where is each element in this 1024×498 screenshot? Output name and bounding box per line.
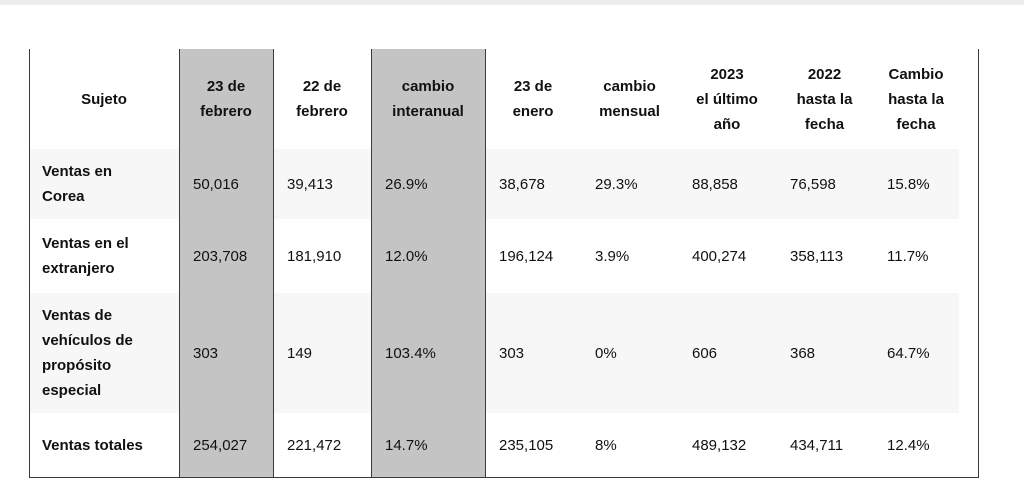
table-cell: 38,678 <box>485 149 581 219</box>
table-border-right <box>978 49 979 477</box>
table-cell: 254,027 <box>179 413 273 477</box>
table-cell: 489,132 <box>692 436 747 454</box>
row-label: Ventas de vehículos de propósito especia… <box>29 293 179 413</box>
table-row-total-sales: Ventas totales 254,027 221,472 14.7% 235… <box>29 413 959 477</box>
sales-table: Sujeto 23 de febrero 22 de febrero cambi… <box>29 49 959 477</box>
table-cell: 196,124 <box>499 247 554 265</box>
table-cell: 15.8% <box>873 149 959 219</box>
table-cell: 26.9% <box>371 149 485 219</box>
table-cell: 11.7% <box>887 247 929 265</box>
table-cell: 235,105 <box>499 436 554 454</box>
table-cell: 12.0% <box>371 219 485 293</box>
row-label: Ventas totales <box>42 436 143 454</box>
table-cell: 368 <box>776 293 873 413</box>
table-cell: 434,711 <box>790 436 844 454</box>
table-cell: 88,858 <box>678 149 776 219</box>
top-strip <box>0 0 1024 5</box>
header-subject: Sujeto <box>29 49 179 149</box>
column-divider <box>371 49 372 477</box>
table-row-overseas-sales: Ventas en el extranjero 203,708 181,910 … <box>29 219 959 293</box>
table-cell: 3.9% <box>595 247 630 265</box>
table-cell: 606 <box>678 293 776 413</box>
table-cell: 358,113 <box>790 247 844 265</box>
table-cell: 303 <box>485 293 581 413</box>
header-monthly-change: cambio mensual <box>581 49 678 149</box>
table-cell: 64.7% <box>873 293 959 413</box>
table-cell: 76,598 <box>776 149 873 219</box>
header-2022-ytd: 2022 hasta la fecha <box>776 49 873 149</box>
table-cell: 181,910 <box>287 247 342 265</box>
table-cell: 103.4% <box>371 293 485 413</box>
table-cell: 8% <box>595 436 617 454</box>
table-cell: 400,274 <box>692 247 747 265</box>
row-label: Ventas en el extranjero <box>42 235 129 277</box>
table-row-special-vehicle-sales: Ventas de vehículos de propósito especia… <box>29 293 959 413</box>
header-row: Sujeto 23 de febrero 22 de febrero cambi… <box>29 49 959 149</box>
header-2023-ytd: 2023 el último año <box>678 49 776 149</box>
table-border-bottom <box>29 477 979 478</box>
column-divider <box>179 49 180 477</box>
table-cell: 0% <box>581 293 678 413</box>
column-divider <box>273 49 274 477</box>
header-feb-22: 22 de febrero <box>273 49 371 149</box>
table-cell: 203,708 <box>179 219 273 293</box>
table-row-domestic-sales: Ventas en Corea 50,016 39,413 26.9% 38,6… <box>29 149 959 219</box>
header-jan-23: 23 de enero <box>485 49 581 149</box>
column-divider <box>485 49 486 477</box>
table-cell: 303 <box>179 293 273 413</box>
table-cell: 221,472 <box>287 436 342 454</box>
table-cell: 50,016 <box>179 149 273 219</box>
header-feb-23: 23 de febrero <box>179 49 273 149</box>
table-cell: 12.4% <box>887 436 930 454</box>
header-ytd-change: Cambio hasta la fecha <box>873 49 959 149</box>
table-cell: 29.3% <box>581 149 678 219</box>
table-cell: 39,413 <box>273 149 371 219</box>
table-cell: 14.7% <box>371 413 485 477</box>
header-yoy-change: cambio interanual <box>371 49 485 149</box>
row-label: Ventas en Corea <box>29 149 179 219</box>
table-cell: 149 <box>273 293 371 413</box>
table-border-left <box>29 49 30 477</box>
